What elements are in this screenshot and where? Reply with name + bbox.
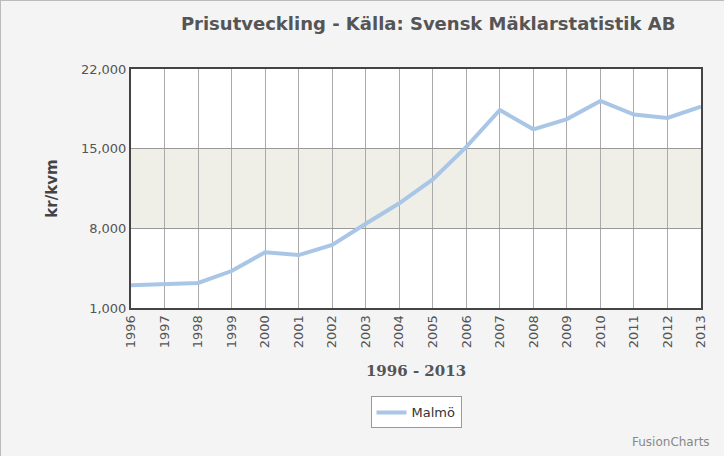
- svg-text:8,000: 8,000: [89, 221, 126, 236]
- svg-text:2003: 2003: [358, 315, 373, 348]
- svg-text:2007: 2007: [492, 315, 507, 348]
- svg-text:2005: 2005: [425, 315, 440, 348]
- svg-text:2013: 2013: [693, 315, 708, 348]
- svg-text:Prisutveckling - Källa: Svensk: Prisutveckling - Källa: Svensk Mäklarsta…: [181, 13, 676, 34]
- svg-text:2012: 2012: [660, 315, 675, 348]
- svg-text:2010: 2010: [593, 315, 608, 348]
- svg-text:15,000: 15,000: [81, 141, 127, 156]
- svg-text:2006: 2006: [459, 315, 474, 348]
- svg-text:kr/kvm: kr/kvm: [43, 159, 61, 217]
- svg-text:FusionCharts: FusionCharts: [632, 435, 710, 449]
- svg-text:2009: 2009: [559, 315, 574, 348]
- svg-text:Malmö: Malmö: [412, 405, 455, 420]
- svg-text:2004: 2004: [391, 315, 406, 348]
- svg-text:1998: 1998: [190, 315, 205, 348]
- svg-text:1999: 1999: [224, 315, 239, 348]
- svg-text:1,000: 1,000: [89, 301, 126, 316]
- svg-text:1997: 1997: [157, 315, 172, 348]
- svg-text:2002: 2002: [324, 315, 339, 348]
- svg-text:22,000: 22,000: [81, 62, 127, 77]
- svg-text:2008: 2008: [526, 315, 541, 348]
- svg-text:2000: 2000: [257, 315, 272, 348]
- svg-text:2001: 2001: [291, 315, 306, 348]
- svg-text:1996 - 2013: 1996 - 2013: [366, 362, 466, 380]
- svg-text:1996: 1996: [123, 315, 138, 348]
- svg-text:2011: 2011: [626, 315, 641, 348]
